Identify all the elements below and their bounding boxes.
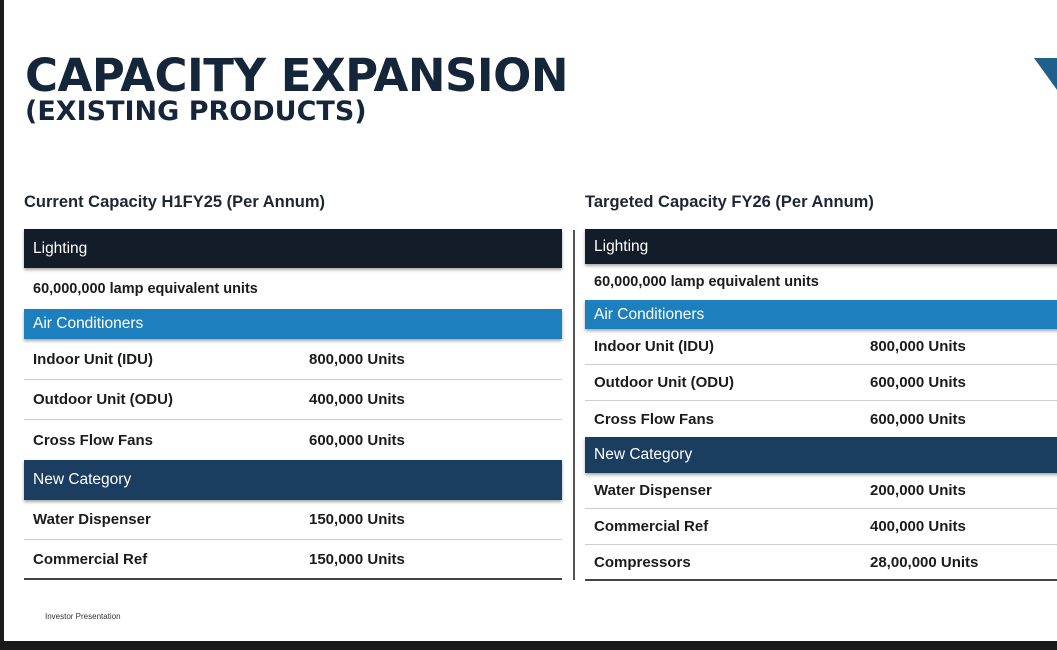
row-value: 400,000 Units — [309, 391, 405, 408]
row-label: Indoor Unit (IDU) — [33, 350, 153, 368]
row-label: Outdoor Unit (ODU) — [33, 391, 173, 408]
row-value: 400,000 Units — [870, 518, 966, 535]
row-value: 600,000 Units — [870, 410, 966, 428]
row-label: Water Dispenser — [594, 482, 712, 499]
row-label: Cross Flow Fans — [33, 431, 154, 449]
table-row: Outdoor Unit (ODU) 600,000 Units — [585, 365, 1057, 401]
new-category-header: New Category — [24, 460, 562, 500]
row-label: Commercial Ref — [33, 550, 148, 568]
right-section-heading: Targeted Capacity FY26 (Per Annum) — [585, 193, 874, 211]
table-row: Compressors 28,00,000 Units — [585, 545, 1057, 581]
table-row: Cross Flow Fans 600,000 Units — [585, 401, 1057, 437]
slide-title: CAPACITY EXPANSION — [25, 49, 569, 102]
slide: CAPACITY EXPANSION (EXISTING PRODUCTS) C… — [4, 0, 1057, 641]
row-label: Outdoor Unit (ODU) — [594, 374, 734, 391]
logo-icon — [1034, 58, 1057, 94]
lighting-header: Lighting — [585, 229, 1057, 264]
row-label: Compressors — [594, 553, 691, 571]
table-row: Water Dispenser 150,000 Units — [24, 500, 562, 540]
left-capacity-table: Lighting 60,000,000 lamp equivalent unit… — [24, 229, 562, 580]
lighting-header-label: Lighting — [33, 239, 88, 257]
table-row: Cross Flow Fans 600,000 Units — [24, 420, 562, 460]
ac-header-label: Air Conditioners — [594, 305, 705, 323]
ac-header: Air Conditioners — [585, 300, 1057, 329]
table-row: Indoor Unit (IDU) 800,000 Units — [585, 329, 1057, 365]
lighting-value: 60,000,000 lamp equivalent units — [33, 280, 258, 297]
row-label: Commercial Ref — [594, 518, 709, 535]
lighting-row: 60,000,000 lamp equivalent units — [24, 268, 562, 309]
table-row: Commercial Ref 400,000 Units — [585, 509, 1057, 545]
lighting-value: 60,000,000 lamp equivalent units — [594, 274, 819, 290]
column-divider — [573, 230, 575, 580]
lighting-header: Lighting — [24, 229, 562, 268]
row-value: 800,000 Units — [309, 350, 405, 368]
slide-subtitle: (EXISTING PRODUCTS) — [25, 96, 367, 127]
table-row: Outdoor Unit (ODU) 400,000 Units — [24, 380, 562, 420]
table-row: Indoor Unit (IDU) 800,000 Units — [24, 339, 562, 380]
row-value: 28,00,000 Units — [870, 553, 979, 571]
row-value: 800,000 Units — [870, 338, 966, 355]
right-capacity-table: Lighting 60,000,000 lamp equivalent unit… — [585, 229, 1057, 581]
left-section-heading: Current Capacity H1FY25 (Per Annum) — [24, 193, 326, 211]
new-category-header-label: New Category — [33, 471, 132, 488]
table-row: Commercial Ref 150,000 Units — [24, 540, 562, 580]
ac-header: Air Conditioners — [24, 309, 562, 339]
new-category-header: New Category — [585, 437, 1057, 473]
ac-header-label: Air Conditioners — [33, 315, 144, 332]
row-value: 150,000 Units — [309, 550, 405, 568]
row-label: Cross Flow Fans — [594, 410, 715, 428]
row-label: Indoor Unit (IDU) — [594, 338, 714, 355]
lighting-header-label: Lighting — [594, 237, 649, 255]
row-value: 150,000 Units — [309, 511, 405, 528]
row-value: 600,000 Units — [870, 374, 966, 391]
footer-text: Investor Presentation — [45, 612, 121, 621]
lighting-row: 60,000,000 lamp equivalent units — [585, 264, 1057, 300]
row-label: Water Dispenser — [33, 511, 151, 528]
row-value: 200,000 Units — [870, 482, 966, 499]
row-value: 600,000 Units — [309, 431, 405, 449]
table-row: Water Dispenser 200,000 Units — [585, 473, 1057, 509]
new-category-header-label: New Category — [594, 446, 693, 463]
